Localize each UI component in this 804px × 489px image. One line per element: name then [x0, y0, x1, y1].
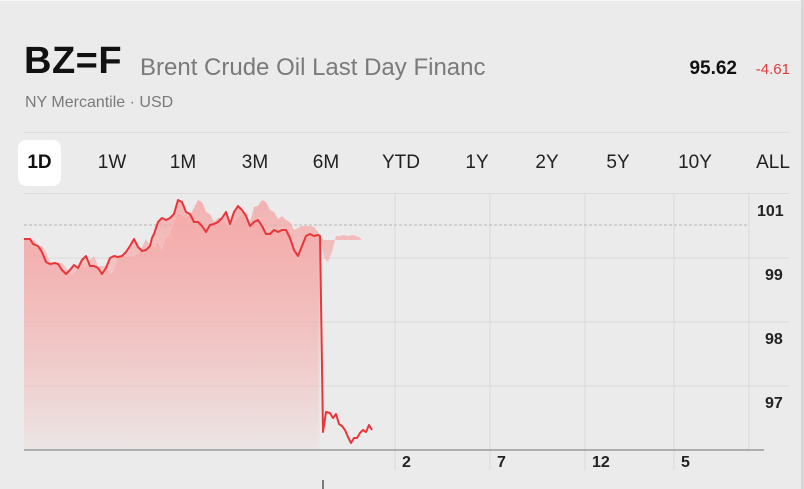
current-price: 95.62: [689, 58, 737, 79]
header-divider: [24, 132, 789, 133]
vertical-gridlines: [394, 194, 750, 470]
price-change: -4.61: [755, 61, 790, 78]
tab-5y[interactable]: 5Y: [606, 152, 630, 173]
window-top-edge: [0, 0, 804, 1]
tab-1y[interactable]: 1Y: [465, 152, 489, 173]
tab-6m[interactable]: 6M: [312, 152, 340, 173]
tab-all[interactable]: ALL: [756, 152, 790, 173]
y-tick-98: 98: [765, 331, 783, 348]
y-tick-101: 101: [757, 203, 784, 220]
x-tick-12: 12: [592, 454, 610, 471]
y-tick-99: 99: [765, 267, 783, 284]
y-tick-97: 97: [765, 395, 783, 412]
tab-ytd[interactable]: YTD: [382, 152, 420, 173]
ticker-symbol: BZ=F: [24, 40, 123, 82]
price-line: [24, 199, 373, 444]
x-tick-5: 5: [681, 454, 690, 471]
tab-2y[interactable]: 2Y: [535, 152, 559, 173]
exchange-currency: NY Mercantile · USD: [25, 94, 174, 111]
instrument-name: Brent Crude Oil Last Day Financ: [140, 54, 486, 81]
window-right-edge: [801, 0, 804, 489]
time-range-tabs: 1D 1W 1M 3M 6M YTD 1Y 2Y 5Y 10Y ALL: [18, 140, 798, 186]
tab-3m[interactable]: 3M: [241, 152, 269, 173]
tab-1d[interactable]: 1D: [18, 140, 61, 186]
x-tick-2: 2: [402, 454, 411, 471]
tabs-divider: [24, 193, 789, 194]
price-area-fill-main: [24, 200, 320, 450]
tab-1m[interactable]: 1M: [169, 152, 197, 173]
tab-10y[interactable]: 10Y: [678, 152, 712, 173]
tab-1w[interactable]: 1W: [97, 152, 127, 173]
x-tick-7: 7: [497, 454, 506, 471]
